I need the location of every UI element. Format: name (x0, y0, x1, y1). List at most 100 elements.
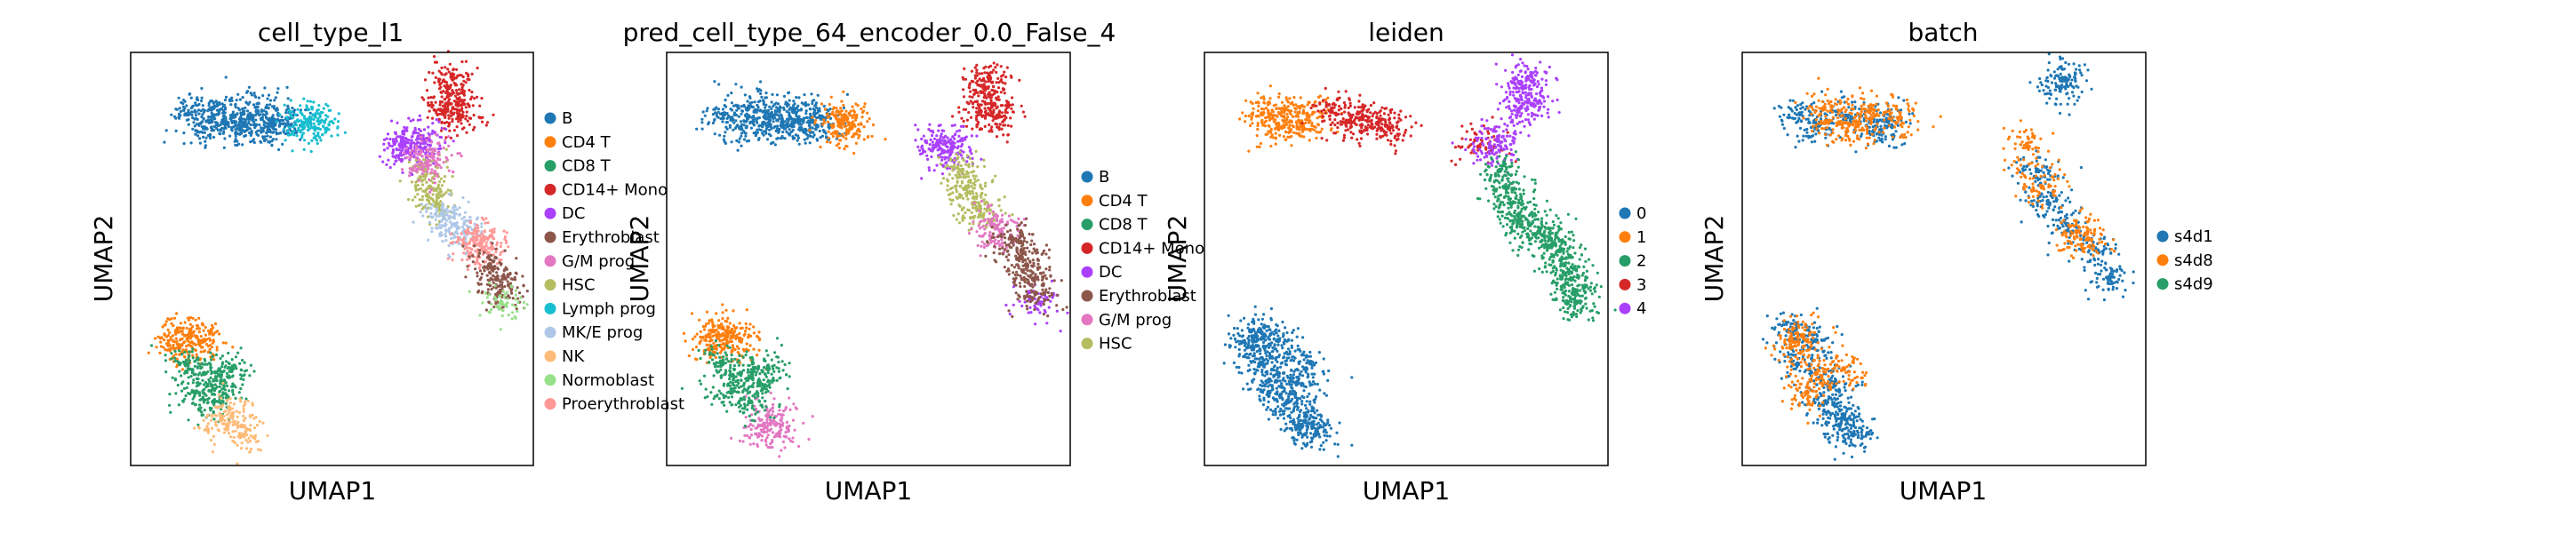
legend-label: Erythroblast (562, 228, 660, 247)
x-axis-label: UMAP1 (289, 476, 377, 505)
legend-label: Normoblast (562, 371, 654, 390)
cluster-normoblast (468, 281, 529, 331)
cluster-cd14-mono (951, 61, 1027, 144)
cluster-erythroblast (984, 217, 1068, 318)
legend-marker (1619, 231, 1631, 243)
legend-label: CD4 T (1099, 192, 1148, 211)
y-axis-label: UMAP2 (1163, 215, 1192, 303)
legend-label: DC (1099, 263, 1122, 282)
cluster-erythroblast (461, 242, 529, 312)
legend-marker (1081, 338, 1093, 350)
legend-label: B (1099, 168, 1109, 187)
legend-label: Proerythroblast (562, 395, 684, 414)
cluster-4 (1451, 53, 1561, 174)
x-axis-label: UMAP1 (1900, 476, 1988, 505)
legend-label: s4d1 (2174, 227, 2213, 246)
legend-label: 3 (1636, 275, 1646, 294)
legend-marker (1081, 242, 1093, 254)
cluster-g-m-prog (730, 199, 1026, 458)
legend-marker (1081, 171, 1093, 183)
point (228, 413, 235, 419)
legend-label: 2 (1636, 252, 1646, 271)
legend-marker (544, 350, 556, 362)
legend-marker (544, 398, 556, 410)
plot-frame (1204, 52, 1609, 466)
y-axis-label: UMAP2 (1700, 215, 1729, 303)
panel-pred-cell-type: pred_cell_type_64_encoder_0.0_False_4 UM… (623, 18, 1204, 505)
point (1561, 262, 1567, 268)
legend-marker (544, 160, 556, 172)
legend-marker (544, 255, 556, 267)
cluster-cd14-mono (419, 50, 495, 139)
legend-marker (1081, 219, 1093, 231)
legend-label: CD14+ Mono (1099, 239, 1204, 258)
point (1033, 290, 1039, 296)
points-layer (1222, 53, 1617, 458)
cluster-1 (1238, 84, 1344, 153)
cluster-lymph-prog (275, 97, 347, 154)
cluster-g-m-prog (400, 132, 463, 194)
legend-label: HSC (562, 276, 596, 295)
legend-marker (2156, 230, 2169, 243)
panel-title: pred_cell_type_64_encoder_0.0_False_4 (623, 18, 1116, 47)
plot-frame (130, 52, 534, 466)
points-layer (1761, 52, 2135, 461)
legend-marker (1081, 266, 1093, 278)
legend-marker (544, 302, 556, 314)
legend-marker (1619, 255, 1631, 267)
legend-marker (544, 326, 556, 338)
panel-leiden: leiden UMAP1 UMAP2 0 1 2 3 4 (1163, 18, 1646, 505)
point (224, 422, 230, 428)
point (176, 345, 182, 351)
points-layer (680, 61, 1069, 458)
cluster-nk (193, 381, 269, 465)
legend-marker (544, 279, 556, 291)
legend: B CD4 T CD8 T CD14+ Mono DC Erythroblast G/M p… (1081, 168, 1204, 354)
legend-marker (544, 136, 556, 148)
legend-marker (544, 374, 556, 386)
point (459, 113, 465, 119)
legend-label: CD14+ Mono (562, 180, 668, 199)
legend-label: CD4 T (562, 133, 612, 152)
legend-label: Erythroblast (1099, 287, 1196, 306)
panel-cell-type-l1: cell_type_l1 UMAP1 UMAP2 B CD4 T CD8 T CD14… (89, 18, 684, 505)
cluster-cd4-t (147, 312, 235, 371)
panel-batch: batch UMAP1 UMAP2 s4d1 s4d8 s4d9 (1700, 18, 2213, 505)
legend-label: DC (562, 204, 585, 223)
cluster-2 (1476, 150, 1617, 322)
legend-marker (1619, 278, 1631, 290)
plot-frame (666, 52, 1071, 466)
legend-label: s4d8 (2174, 251, 2213, 270)
y-axis-label: UMAP2 (89, 215, 118, 303)
legend-marker (1081, 314, 1093, 326)
panel-title: cell_type_l1 (258, 18, 404, 47)
legend: B CD4 T CD8 T CD14+ Mono DC Erythroblast G/M p… (544, 109, 684, 414)
point (1303, 413, 1309, 419)
legend-marker (2156, 278, 2169, 290)
legend-label: NK (562, 347, 585, 366)
plot-frame (1741, 52, 2147, 466)
legend: 0 1 2 3 4 (1619, 204, 1646, 318)
cluster-cd4-t (682, 90, 887, 371)
legend-label: CD8 T (562, 157, 612, 176)
panel-title: leiden (1368, 18, 1444, 47)
cluster-s4d8 (1764, 76, 2116, 425)
cluster-proerythroblast (446, 216, 510, 271)
legend-marker (1081, 195, 1093, 207)
points-layer (147, 50, 529, 465)
point (1515, 108, 1521, 115)
legend-marker (544, 183, 556, 195)
legend-marker (1619, 302, 1631, 314)
cluster-0 (1222, 305, 1354, 458)
legend-label: Lymph prog (562, 299, 656, 318)
legend-marker (544, 231, 556, 243)
point (307, 115, 313, 122)
cluster-cd8-t (680, 337, 791, 428)
cluster-3 (1300, 86, 1517, 166)
cluster-s4d1 (1761, 52, 2135, 461)
x-axis-label: UMAP1 (1363, 476, 1451, 505)
legend-label: 1 (1636, 228, 1646, 247)
legend-label: s4d9 (2174, 275, 2213, 294)
legend-marker (544, 207, 556, 219)
